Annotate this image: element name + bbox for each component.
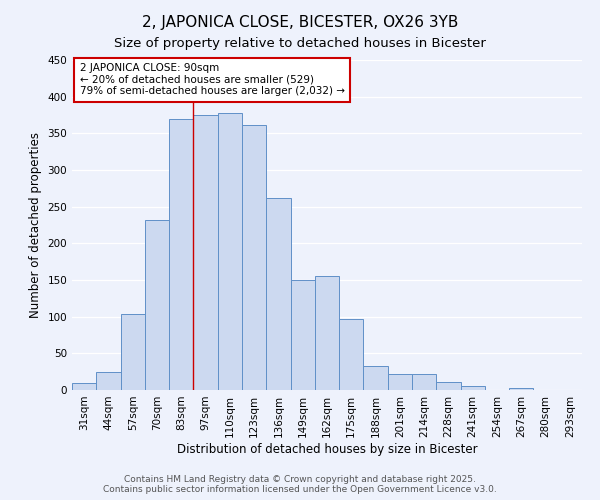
Bar bbox=[339, 319, 364, 390]
Y-axis label: Number of detached properties: Number of detached properties bbox=[29, 132, 42, 318]
Bar bbox=[412, 374, 436, 390]
Text: Contains HM Land Registry data © Crown copyright and database right 2025.
Contai: Contains HM Land Registry data © Crown c… bbox=[103, 474, 497, 494]
X-axis label: Distribution of detached houses by size in Bicester: Distribution of detached houses by size … bbox=[176, 442, 478, 456]
Bar bbox=[193, 115, 218, 390]
Bar bbox=[364, 366, 388, 390]
Text: Size of property relative to detached houses in Bicester: Size of property relative to detached ho… bbox=[114, 38, 486, 51]
Bar bbox=[290, 280, 315, 390]
Text: 2 JAPONICA CLOSE: 90sqm
← 20% of detached houses are smaller (529)
79% of semi-d: 2 JAPONICA CLOSE: 90sqm ← 20% of detache… bbox=[80, 64, 344, 96]
Bar bbox=[96, 372, 121, 390]
Bar bbox=[388, 374, 412, 390]
Bar bbox=[509, 388, 533, 390]
Bar bbox=[242, 124, 266, 390]
Bar bbox=[145, 220, 169, 390]
Bar bbox=[436, 382, 461, 390]
Bar bbox=[121, 314, 145, 390]
Bar bbox=[315, 276, 339, 390]
Bar bbox=[266, 198, 290, 390]
Bar bbox=[169, 118, 193, 390]
Bar bbox=[72, 382, 96, 390]
Text: 2, JAPONICA CLOSE, BICESTER, OX26 3YB: 2, JAPONICA CLOSE, BICESTER, OX26 3YB bbox=[142, 15, 458, 30]
Bar bbox=[218, 113, 242, 390]
Bar bbox=[461, 386, 485, 390]
